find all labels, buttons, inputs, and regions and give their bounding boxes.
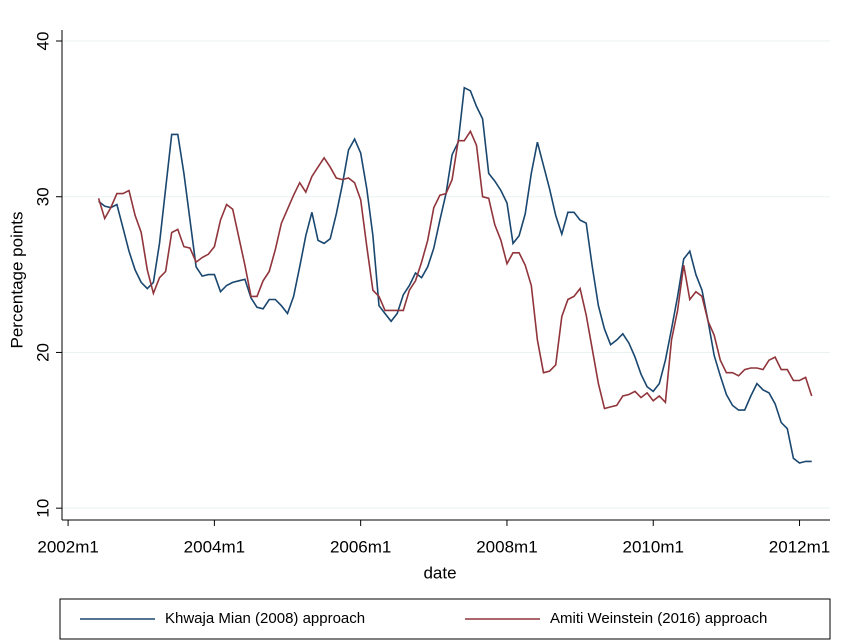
y-axis-label: Percentage points (7, 211, 26, 348)
x-tick-label: 2006m1 (330, 537, 391, 556)
legend-label: Khwaja Mian (2008) approach (165, 610, 365, 627)
legend-label: Amiti Weinstein (2016) approach (550, 610, 767, 627)
y-tick-label: 30 (33, 187, 52, 206)
x-tick-label: 2008m1 (476, 537, 537, 556)
x-axis-label: date (423, 563, 456, 582)
y-tick-label: 10 (33, 499, 52, 518)
x-tick-label: 2010m1 (623, 537, 684, 556)
y-tick-label: 40 (33, 32, 52, 51)
y-tick-label: 20 (33, 343, 52, 362)
series-line (97, 129, 813, 410)
x-tick-label: 2012m1 (769, 537, 830, 556)
series-line (98, 86, 812, 464)
x-tick-label: 2002m1 (37, 537, 98, 556)
x-tick-label: 2004m1 (184, 537, 245, 556)
legend-box (59, 598, 831, 640)
